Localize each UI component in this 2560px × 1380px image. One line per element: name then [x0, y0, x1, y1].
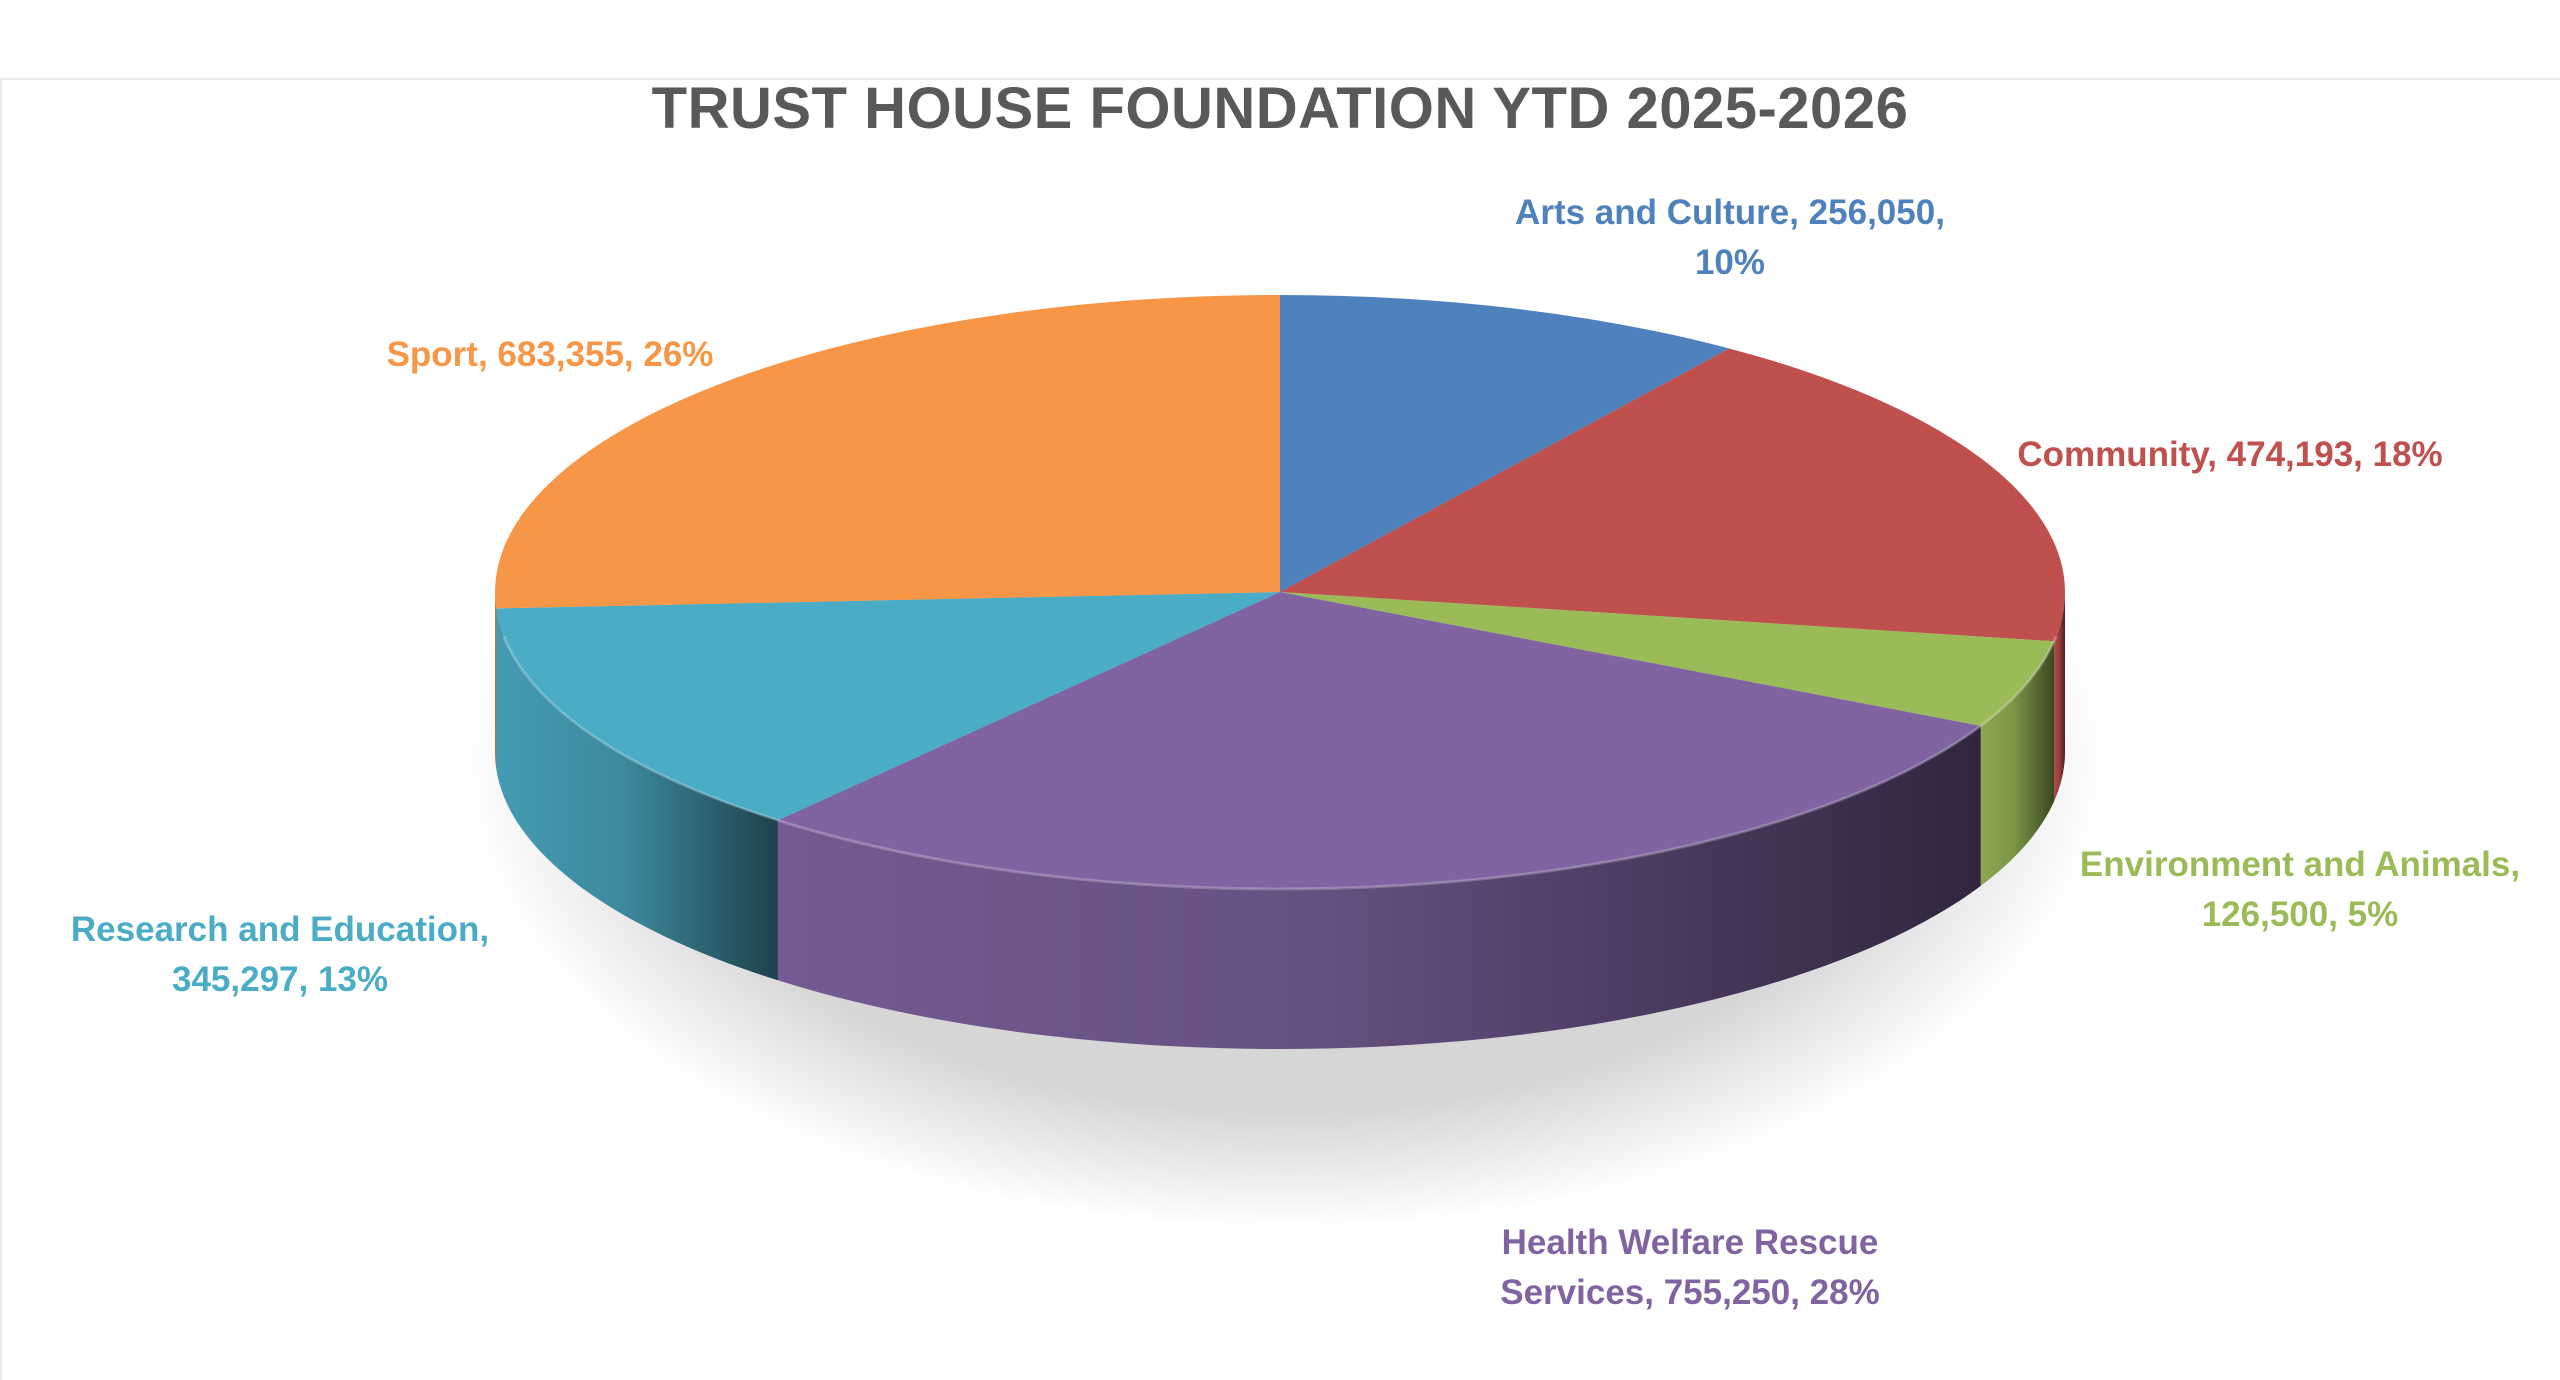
label-health-welfare-rescue-services: Health Welfare Rescue Services, 755,250,…	[1440, 1218, 1940, 1318]
pie-side-shade-research-and-education	[496, 608, 778, 981]
pie-side-shade-environment-and-animals	[1980, 641, 2055, 886]
pie-slice-community	[1280, 348, 2065, 642]
label-arts-line1: Arts and Culture, 256,050,	[1515, 193, 1945, 232]
pie-rim-highlight	[502, 635, 2058, 891]
pie-side-shade-health-welfare-rescue-services	[777, 725, 1981, 1049]
label-arts-line2: 10%	[1694, 243, 1766, 282]
pie-slice-research-and-education	[496, 592, 1280, 821]
label-research-line2: 345,297, 13%	[171, 960, 388, 999]
pie-side-shade-community	[2054, 592, 2065, 802]
label-community: Community, 474,193, 18%	[1980, 430, 2480, 480]
label-research-and-education: Research and Education, 345,297, 13%	[30, 905, 530, 1005]
label-environment-and-animals: Environment and Animals, 126,500, 5%	[2050, 840, 2550, 940]
label-environment-line1: Environment and Animals,	[2079, 845, 2521, 884]
label-health-line2: Services, 755,250, 28%	[1500, 1273, 1880, 1312]
label-sport-line1: Sport, 683,355, 26%	[386, 335, 714, 374]
pie-slice-sport	[495, 295, 1281, 609]
pie-slice-health-welfare-rescue-services	[777, 592, 1981, 889]
label-health-line1: Health Welfare Rescue	[1501, 1223, 1879, 1262]
chart-title: TRUST HOUSE FOUNDATION YTD 2025-2026	[651, 76, 1909, 141]
label-sport: Sport, 683,355, 26%	[300, 330, 800, 380]
pie-slice-arts-and-culture	[1280, 295, 1730, 592]
label-research-line1: Research and Education,	[70, 910, 490, 949]
label-environment-line2: 126,500, 5%	[2201, 895, 2399, 934]
label-community-line1: Community, 474,193, 18%	[2017, 435, 2443, 474]
label-arts-and-culture: Arts and Culture, 256,050, 10%	[1480, 188, 1980, 288]
pie-side-shade-sport	[495, 592, 497, 769]
pie-slice-environment-and-animals	[1280, 592, 2055, 726]
